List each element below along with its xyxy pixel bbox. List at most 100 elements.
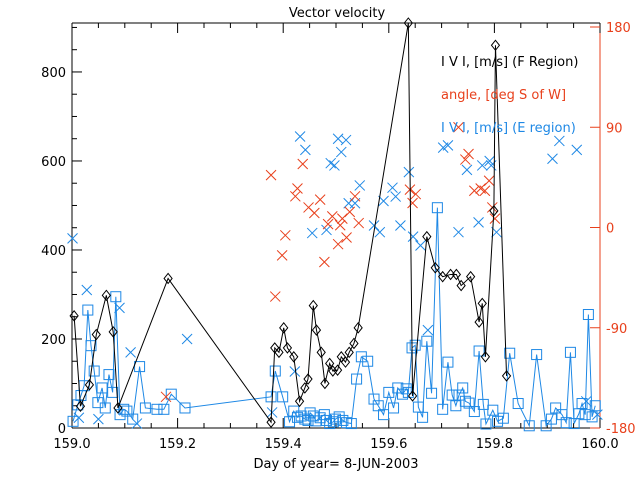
- series-angle: [160, 121, 501, 403]
- data-point-e-cross: [181, 333, 193, 345]
- data-point-f-region: [325, 357, 335, 370]
- y-tick-label: 600: [41, 155, 66, 170]
- data-point-f-region: [349, 337, 359, 350]
- legend-entry-angle: angle, [deg S of W]: [441, 88, 566, 103]
- data-point-e-region: [480, 418, 492, 430]
- series-f-region: [69, 17, 512, 429]
- data-point-e-region: [151, 403, 163, 415]
- x-axis-label: Day of year= 8-JUN-2003: [253, 457, 418, 472]
- data-point-f-region: [477, 297, 487, 310]
- data-point-angle: [334, 219, 346, 231]
- data-point-angle: [314, 194, 326, 206]
- data-point-e-region: [85, 340, 97, 352]
- data-point-e-region: [523, 420, 535, 432]
- data-point-e-region: [67, 415, 79, 427]
- data-point-angle: [160, 391, 172, 403]
- data-point-f-region: [316, 346, 326, 359]
- data-point-e-region: [492, 415, 504, 427]
- data-point-f-region: [407, 390, 418, 402]
- data-point-angle: [410, 188, 422, 200]
- y2-tick-label: 0: [606, 222, 614, 237]
- data-point-f-region: [451, 268, 462, 281]
- y-tick-label: 200: [41, 333, 66, 348]
- data-point-f-region: [311, 324, 322, 336]
- data-point-f-region: [465, 270, 476, 283]
- data-point-f-region: [438, 270, 448, 283]
- data-point-f-region: [303, 373, 313, 385]
- data-point-e-cross: [329, 160, 340, 171]
- data-point-angle: [319, 256, 330, 268]
- data-point-e-region: [409, 339, 421, 351]
- data-point-e-cross: [403, 166, 415, 178]
- y2-axis-ticks: 180 90 0 -90 -180: [590, 21, 636, 437]
- data-point-e-region: [127, 413, 139, 425]
- data-point-angle: [289, 190, 301, 202]
- data-point-angle: [322, 218, 334, 230]
- data-point-f-region: [101, 289, 111, 302]
- data-point-e-region: [110, 291, 122, 303]
- data-point-e-region: [383, 386, 395, 398]
- data-point-e-region: [453, 389, 465, 401]
- data-point-e-region: [103, 369, 115, 381]
- y-axis-ticks: 0 200 400 600 800: [41, 26, 82, 437]
- data-point-e-region: [265, 391, 277, 403]
- data-point-f-region: [113, 402, 123, 414]
- data-point-e-region: [426, 387, 438, 399]
- data-point-e-cross: [387, 182, 398, 194]
- legend: I V I, [m/s] (F Region) angle, [deg S of …: [441, 55, 578, 136]
- data-point-angle: [468, 185, 480, 197]
- series-e-cross: [67, 131, 603, 429]
- data-point-e-cross: [473, 217, 484, 228]
- data-point-e-region: [139, 402, 151, 414]
- data-point-e-region: [531, 349, 543, 361]
- data-point-e-region: [295, 410, 307, 422]
- data-point-f-region: [308, 299, 318, 312]
- data-point-e-cross: [325, 157, 337, 169]
- data-point-e-region: [291, 411, 303, 423]
- y2-tick-label: 90: [606, 121, 623, 136]
- data-point-e-region: [96, 382, 108, 394]
- series-line-e-region: [72, 207, 596, 428]
- data-point-e-region: [324, 418, 336, 430]
- data-point-f-region: [340, 356, 351, 368]
- data-point-e-region: [576, 398, 588, 410]
- data-point-e-cross: [81, 284, 93, 296]
- data-point-e-region: [477, 398, 489, 410]
- data-point-angle: [276, 249, 288, 261]
- data-point-e-region: [417, 411, 429, 423]
- data-point-angle: [269, 291, 281, 302]
- data-point-f-region: [501, 370, 512, 382]
- data-point-e-region: [579, 409, 591, 421]
- data-point-f-region: [320, 377, 330, 390]
- data-point-e-region: [431, 202, 443, 214]
- data-point-e-region: [556, 409, 568, 421]
- data-point-e-region: [442, 356, 454, 368]
- data-point-e-cross: [390, 191, 402, 202]
- data-point-e-cross: [374, 226, 386, 238]
- data-point-f-region: [328, 365, 338, 377]
- data-point-e-region: [560, 417, 572, 429]
- data-point-e-cross: [407, 231, 419, 242]
- data-point-e-cross: [289, 366, 301, 377]
- data-point-e-region: [487, 404, 499, 416]
- data-point-f-region: [474, 316, 484, 328]
- data-point-f-region: [353, 322, 363, 334]
- data-point-f-region: [282, 342, 293, 354]
- data-point-angle: [460, 154, 471, 165]
- data-point-angle: [453, 121, 464, 133]
- data-point-e-cross: [378, 195, 389, 207]
- data-point-e-region: [165, 388, 177, 400]
- data-point-f-region: [69, 310, 79, 322]
- data-point-angle: [297, 158, 309, 170]
- data-point-f-region: [91, 328, 101, 341]
- data-point-e-region: [88, 365, 100, 377]
- data-point-f-region: [403, 17, 413, 29]
- data-point-angle: [463, 148, 474, 160]
- data-point-e-region: [545, 413, 557, 425]
- data-point-f-region: [332, 364, 343, 376]
- data-point-angle: [332, 238, 344, 250]
- data-point-e-region: [351, 373, 363, 385]
- data-point-e-region: [134, 361, 146, 373]
- y-tick-label: 400: [41, 244, 66, 259]
